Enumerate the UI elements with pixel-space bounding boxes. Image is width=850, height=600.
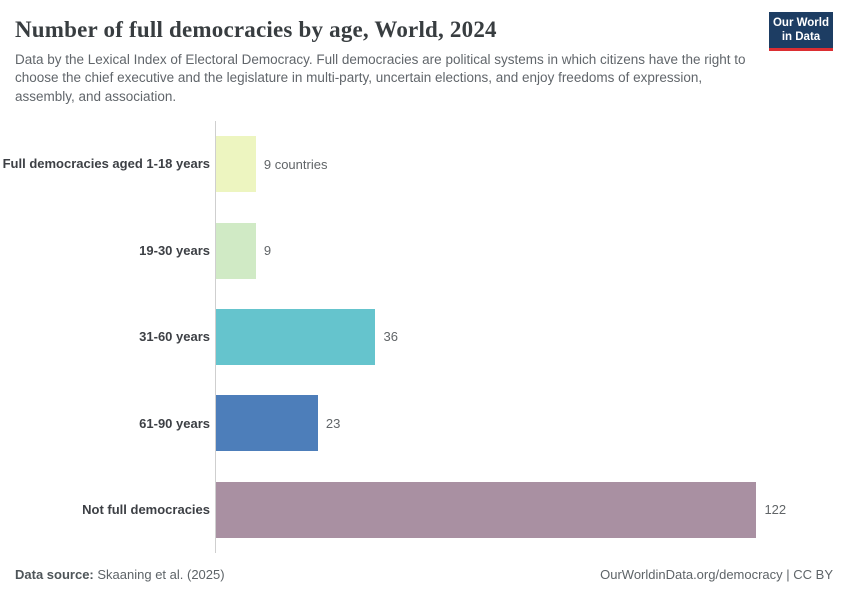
bar[interactable] xyxy=(216,308,376,365)
chart-footer: Data source: Skaaning et al. (2025) OurW… xyxy=(15,567,833,582)
value-label: 23 xyxy=(325,415,341,431)
bar-chart: Full democracies aged 1-18 years 9 countr… xyxy=(0,121,850,553)
owid-logo[interactable]: Our World in Data xyxy=(769,12,833,51)
bar-area: 23 xyxy=(216,395,850,452)
bar-area: 9 xyxy=(216,222,850,279)
category-label: 31-60 years xyxy=(139,329,210,345)
y-axis-line xyxy=(215,121,216,553)
data-source: Data source: Skaaning et al. (2025) xyxy=(15,567,225,582)
data-source-label: Data source: xyxy=(15,567,94,582)
value-label: 36 xyxy=(383,329,398,345)
bar[interactable] xyxy=(216,395,318,452)
bar-row: 61-90 years 23 xyxy=(0,380,850,466)
data-source-text: Skaaning et al. (2025) xyxy=(97,567,225,582)
owid-logo-line2: in Data xyxy=(781,31,821,43)
bar-rows: Full democracies aged 1-18 years 9 countr… xyxy=(0,121,850,553)
bar-row: Full democracies aged 1-18 years 9 countr… xyxy=(0,121,850,207)
footer-citation[interactable]: OurWorldinData.org/democracy | CC BY xyxy=(600,567,833,582)
bar-row: 19-30 years 9 xyxy=(0,207,850,293)
category-label: 19-30 years xyxy=(139,242,210,258)
bar[interactable] xyxy=(216,481,757,538)
category-label: 61-90 years xyxy=(139,415,210,431)
value-label: 122 xyxy=(764,502,787,518)
bar-area: 36 xyxy=(216,308,850,365)
bar[interactable] xyxy=(216,136,256,193)
value-label: 9 xyxy=(263,243,272,259)
category-label: Full democracies aged 1-18 years xyxy=(2,156,210,172)
owid-logo-line1: Our World xyxy=(772,17,829,29)
category-label: Not full democracies xyxy=(82,501,210,517)
bar[interactable] xyxy=(216,222,256,279)
chart-header: Number of full democracies by age, World… xyxy=(0,0,850,106)
chart-subtitle: Data by the Lexical Index of Electoral D… xyxy=(15,51,746,104)
bar-area: 9 countries xyxy=(216,136,850,193)
value-label: 9 countries xyxy=(263,156,328,172)
bar-row: 31-60 years 36 xyxy=(0,294,850,380)
bar-row: Not full democracies 122 xyxy=(0,467,850,553)
bar-area: 122 xyxy=(216,481,850,538)
page-title: Number of full democracies by age, World… xyxy=(15,17,497,42)
